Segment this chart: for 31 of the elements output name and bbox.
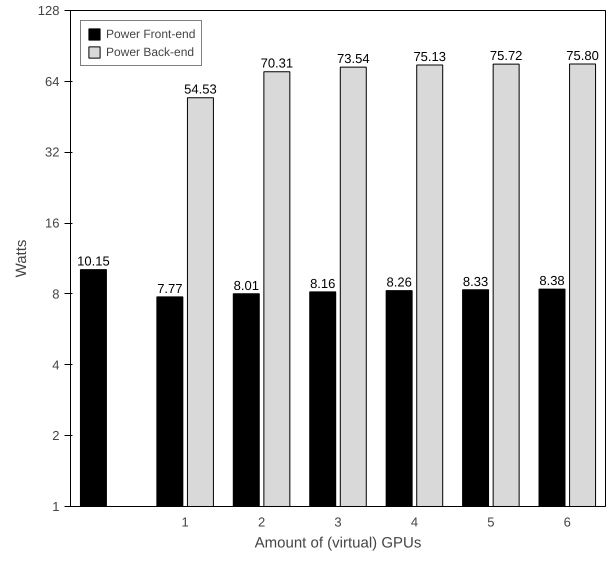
data-label: 8.01: [234, 278, 259, 293]
data-label: 10.15: [77, 254, 110, 269]
data-label: 75.72: [490, 48, 522, 64]
data-label: 75.13: [413, 48, 446, 64]
x-tick-label: 2: [258, 514, 266, 530]
data-label: 8.33: [462, 274, 488, 289]
y-tick-label: 1: [52, 499, 60, 514]
legend-label: Power Front-end: [106, 27, 196, 41]
x-axis-title: Amount of (virtual) GPUs: [254, 534, 422, 552]
data-label: 54.53: [184, 82, 217, 97]
y-axis-title: Watts: [12, 240, 30, 278]
x-tick-label: 5: [487, 514, 494, 530]
x-tick-label: 3: [334, 514, 342, 530]
y-tick-label: 32: [45, 144, 60, 160]
y-tick-label: 64: [45, 74, 60, 89]
y-tick-label: 16: [45, 216, 60, 231]
legend-label: Power Back-end: [106, 45, 194, 59]
y-tick-label: 2: [52, 428, 60, 444]
y-tick-label: 8: [52, 286, 60, 302]
y-tick-label: 128: [38, 3, 60, 18]
x-tick-label: 6: [564, 514, 571, 530]
data-label: 73.54: [337, 51, 370, 66]
data-label: 70.31: [260, 56, 294, 71]
data-label: 7.77: [157, 280, 183, 296]
x-tick-label: 4: [410, 514, 418, 530]
data-label: 75.80: [566, 48, 599, 64]
y-tick-label: 4: [52, 357, 60, 372]
data-label: 8.16: [310, 276, 336, 291]
data-label: 8.26: [386, 274, 412, 290]
x-tick-label: 1: [182, 514, 189, 530]
data-label: 8.38: [539, 273, 565, 288]
